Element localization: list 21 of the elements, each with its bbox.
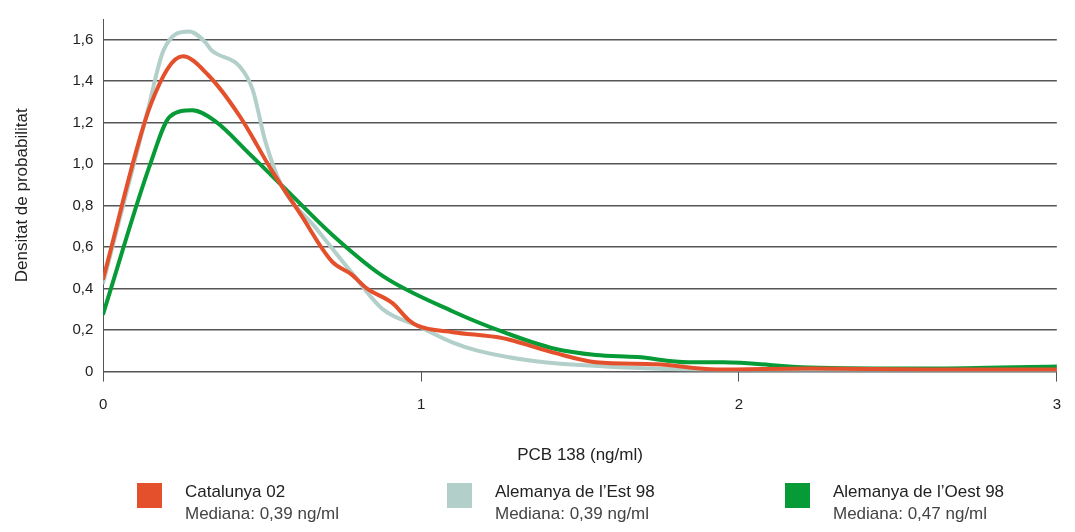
text: Mediana: 0,39 ng/ml (185, 503, 340, 525)
text: Mediana: 0,47 ng/ml (833, 503, 989, 525)
x-axis-title: PCB 138 (ng/ml) (517, 445, 643, 465)
y-tick-label: 0,6 (72, 237, 94, 255)
y-tick-label: 1,0 (72, 154, 94, 172)
legend-label: Alemanya de l’Oest 98 (833, 481, 1005, 503)
x-tick-label: 3 (1052, 394, 1061, 412)
y-tick-label: 0,2 (72, 320, 94, 338)
x-tick-label: 1 (416, 394, 426, 412)
legend-label: Catalunya 02 (185, 481, 287, 503)
y-tick-label: 0,4 (72, 278, 94, 296)
x-tick-label: 0 (99, 394, 108, 412)
y-tick-label: 1,6 (72, 29, 94, 47)
x-tick-label: 2 (734, 394, 744, 412)
y-tick-label: 0,8 (72, 195, 94, 213)
y-tick-label: 0 (84, 361, 94, 379)
y-tick-label: 1,4 (72, 71, 94, 89)
y-tick-label: 1,2 (72, 112, 94, 130)
text: Mediana: 0,39 ng/ml (495, 503, 651, 525)
y-axis-title: Densitat de probabilitat (11, 108, 31, 283)
legend-label: Alemanya de l’Est 98 (495, 481, 655, 503)
